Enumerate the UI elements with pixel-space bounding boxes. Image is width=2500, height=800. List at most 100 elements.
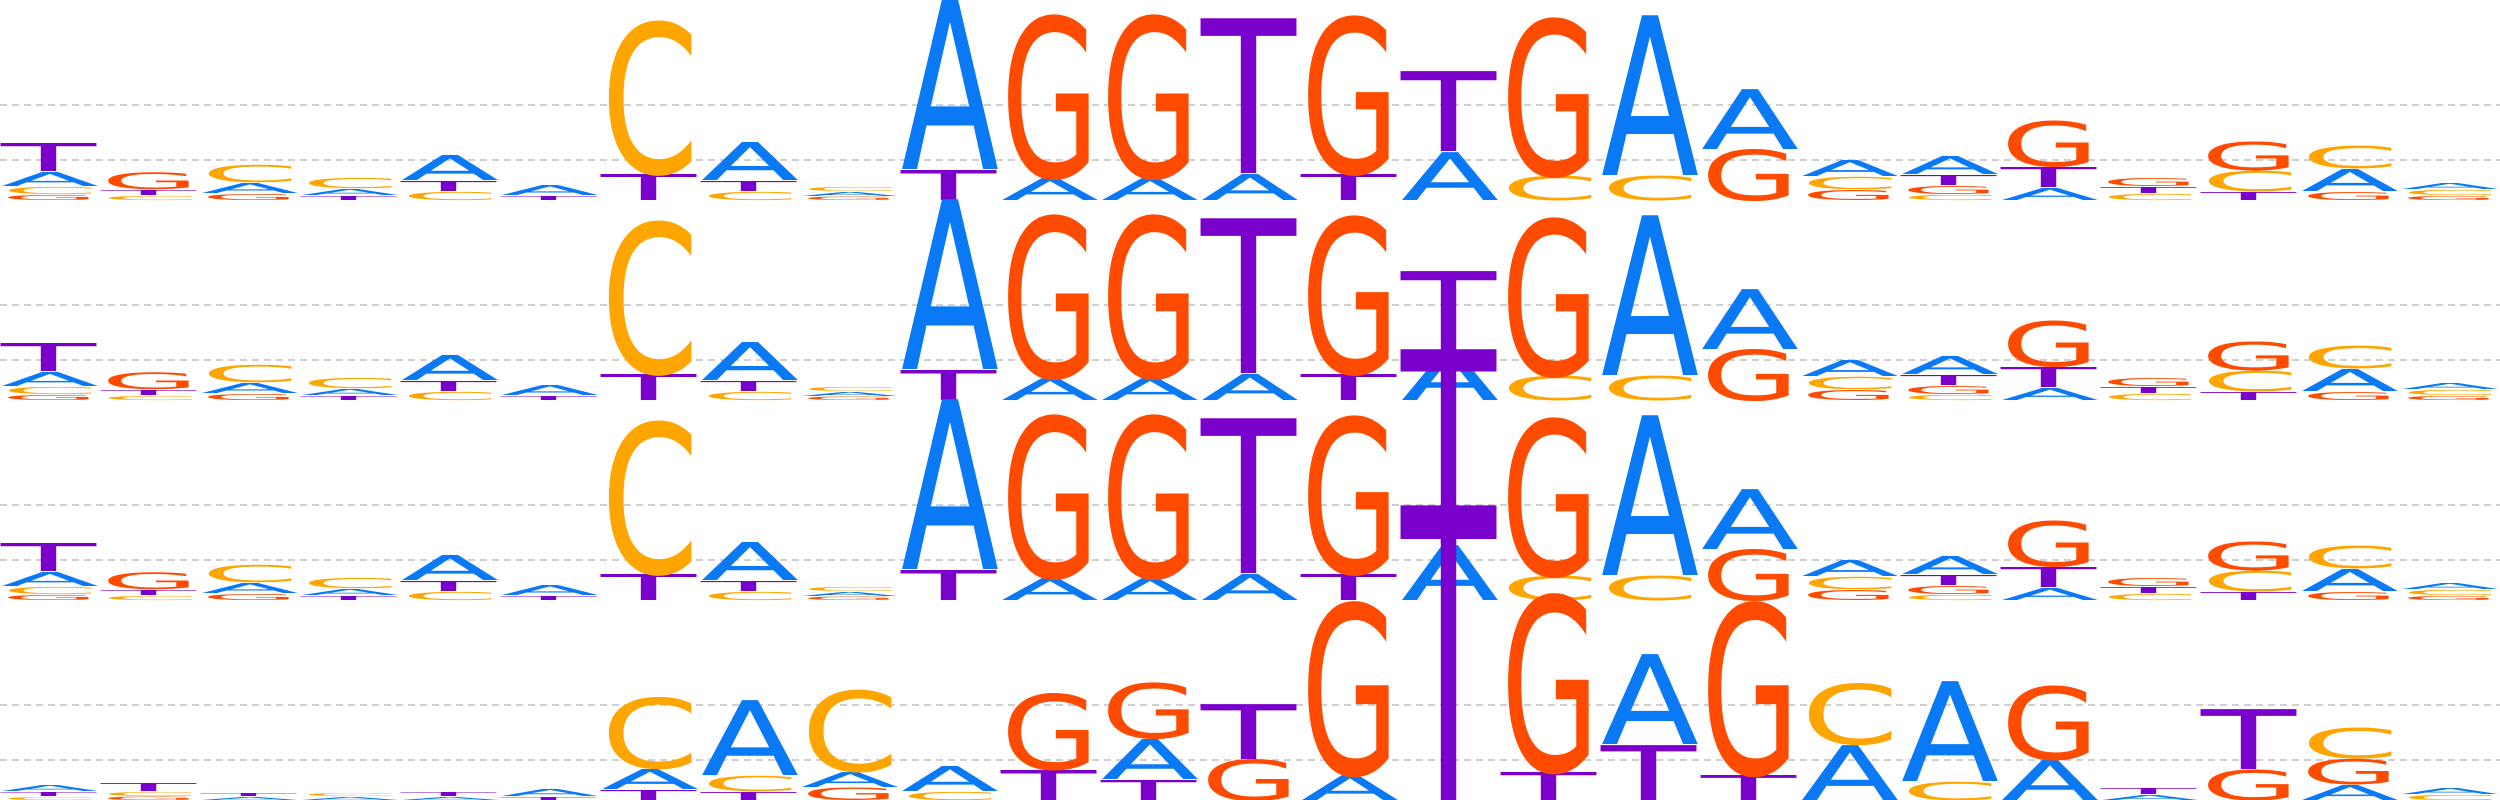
logo-letter-T: T <box>1100 775 1197 800</box>
logo-letter-G: G <box>2201 535 2299 580</box>
logo-letter-G: G <box>201 592 299 602</box>
logo-letter-G: G <box>1801 388 1899 404</box>
logo-letter-T: T <box>100 781 197 794</box>
logo-letter-T: T <box>1400 49 1497 177</box>
logo-letter-A: A <box>1401 530 1499 618</box>
logo-letter-C: C <box>401 190 499 203</box>
logo-letter-G: G <box>1001 175 1099 430</box>
logo-letter-G: G <box>801 196 899 201</box>
logo-letter-A: A <box>1701 73 1799 169</box>
logo-letter-T: T <box>0 335 97 380</box>
logo-letter-T: T <box>1700 768 1798 800</box>
logo-letter-C: C <box>801 386 899 392</box>
logo-letter-G: G <box>1701 137 1799 216</box>
logo-letter-C: C <box>701 390 799 403</box>
logo-letter-C: C <box>1501 170 1599 208</box>
logo-letter-T: T <box>400 578 497 594</box>
logo-letter-A: A <box>1201 367 1299 409</box>
logo-letter-T: T <box>1200 176 1297 424</box>
logo-letter-T: T <box>1600 730 1697 800</box>
logo-letter-C: C <box>1801 174 1899 193</box>
logo-letter-G: G <box>201 392 299 402</box>
logo-letter-G: G <box>101 169 199 194</box>
logo-letter-T: T <box>2100 385 2197 395</box>
logo-letter-T: T <box>0 791 97 797</box>
logo-letter-T: T <box>0 135 97 180</box>
logo-letter-T: T <box>600 367 698 409</box>
logo-letter-T: T <box>300 595 398 601</box>
logo-letter-T: T <box>400 178 497 194</box>
logo-letter-A: A <box>2001 749 2099 800</box>
logo-letter-T: T <box>600 567 698 609</box>
logo-letter-T: T <box>1500 764 1597 800</box>
logo-letter-G: G <box>101 369 199 394</box>
logo-letter-A: A <box>1701 473 1799 569</box>
logo-letter-A: A <box>1001 372 1099 407</box>
logo-letter-C: C <box>2301 720 2399 768</box>
logo-letter-A: A <box>2401 381 2499 391</box>
logo-letter-A: A <box>2001 385 2099 404</box>
logo-letter-T: T <box>1400 249 1497 377</box>
logo-letter-A: A <box>1901 151 1999 180</box>
logo-letter-T: T <box>2100 786 2197 796</box>
logo-letter-G: G <box>1901 384 1999 397</box>
logo-letter-T: T <box>2000 562 2097 594</box>
logo-letter-A: A <box>2301 781 2399 800</box>
logo-letter-C: C <box>1801 374 1899 393</box>
logo-letter-G: G <box>1701 537 1799 616</box>
logo-letter-C: C <box>2101 392 2199 402</box>
logo-letter-C: C <box>201 560 299 587</box>
logo-letter-G: G <box>1901 584 1999 597</box>
logo-letter-A: A <box>1901 655 1999 800</box>
logo-letter-C: C <box>2101 592 2199 602</box>
logo-letter-G: G <box>1501 179 1599 426</box>
logo-letter-C: C <box>2301 340 2399 375</box>
logo-letter-G: G <box>1001 674 1099 793</box>
logo-letter-T: T <box>2200 694 2298 789</box>
logo-letter-A: A <box>301 387 399 397</box>
logo-letter-G: G <box>2301 390 2399 403</box>
logo-letter-G: G <box>1701 337 1799 416</box>
logo-letter-T: T <box>700 378 797 394</box>
logo-letter-C: C <box>2401 389 2499 397</box>
logo-letter-G: G <box>2101 376 2199 389</box>
logo-letter-C: C <box>701 772 799 796</box>
logo-letter-C: C <box>2201 366 2299 398</box>
logo-letter-C: C <box>701 190 799 203</box>
logo-letter-A: A <box>301 187 399 197</box>
logo-letter-G: G <box>1501 550 1599 800</box>
logo-letter-G: G <box>1201 749 1299 800</box>
logo-letter-G: G <box>2401 195 2499 201</box>
logo-letter-T: T <box>700 578 797 594</box>
logo-letter-A: A <box>2301 163 2399 198</box>
logo-letter-A: A <box>1 368 99 390</box>
logo-letter-A: A <box>1801 156 1899 181</box>
logo-letter-C: C <box>601 384 699 622</box>
logo-letter-C: C <box>1901 594 1999 602</box>
logo-letter-A: A <box>1401 340 1499 416</box>
logo-letter-A: A <box>201 380 299 396</box>
logo-letter-T: T <box>900 162 997 210</box>
logo-letter-C: C <box>1 185 99 196</box>
logo-letter-A: A <box>1901 551 1999 580</box>
logo-letter-A: A <box>401 796 499 800</box>
logo-letter-T: T <box>1300 167 1398 209</box>
logo-letter-C: C <box>101 395 199 401</box>
logo-letter-G: G <box>101 796 199 800</box>
logo-letter-A: A <box>501 182 599 198</box>
logo-letter-T: T <box>1300 567 1398 609</box>
logo-letter-T: T <box>400 791 498 797</box>
logo-letter-G: G <box>1101 0 1199 230</box>
logo-letter-A: A <box>2401 181 2499 191</box>
logo-letter-A: A <box>901 0 999 224</box>
logo-letter-G: G <box>101 569 199 594</box>
logo-letter-C: C <box>601 0 699 222</box>
logo-letter-T: T <box>1900 172 1997 188</box>
logo-letter-T: T <box>1399 426 1499 800</box>
logo-letter-A: A <box>1701 273 1799 369</box>
logo-letter-G: G <box>1501 0 1599 226</box>
logo-letter-C: C <box>101 195 199 201</box>
